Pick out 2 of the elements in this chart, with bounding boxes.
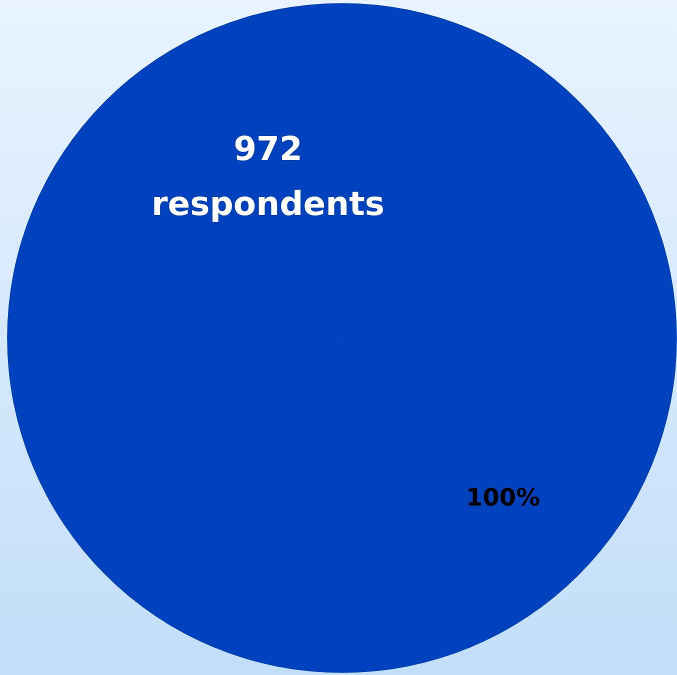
data-label: 100% — [466, 484, 540, 512]
text: 972 respondents — [152, 129, 384, 223]
